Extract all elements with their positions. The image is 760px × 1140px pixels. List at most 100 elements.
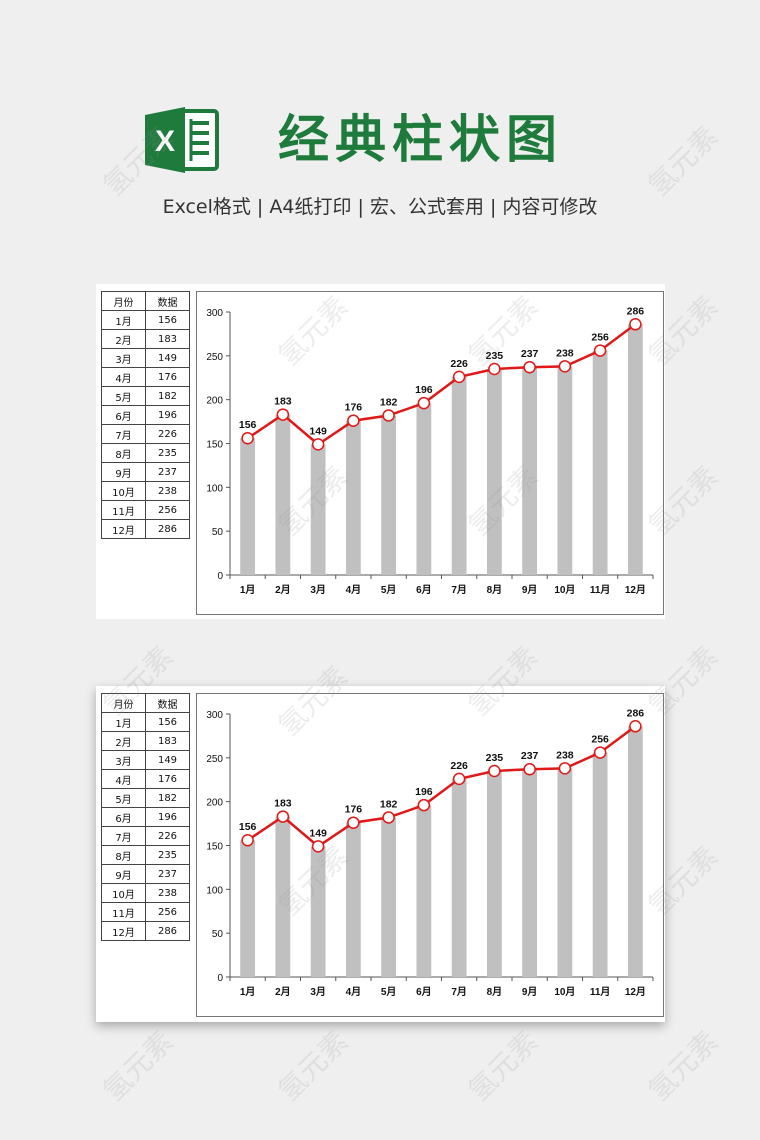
cell-value: 226: [145, 424, 190, 444]
bar: [592, 350, 608, 575]
data-label: 237: [521, 750, 539, 762]
x-tick-label: 7月: [451, 584, 467, 596]
y-tick-label: 150: [206, 842, 223, 853]
watermark: 氢元素: [641, 119, 725, 203]
table-header-row: 月份 数据: [101, 693, 190, 713]
cell-month: 8月: [101, 845, 146, 865]
x-tick-label: 12月: [625, 584, 646, 596]
line-point: [629, 318, 642, 331]
data-label: 183: [274, 798, 292, 810]
line-point: [276, 408, 290, 421]
line-point: [382, 409, 395, 422]
cell-month: 2月: [101, 731, 146, 751]
data-label: 183: [274, 396, 292, 408]
cell-value: 149: [145, 750, 190, 770]
line-point: [558, 762, 572, 775]
line-point: [452, 370, 466, 384]
cell-month: 5月: [101, 386, 146, 406]
data-label: 238: [556, 347, 574, 359]
y-tick-label: 200: [206, 396, 223, 407]
table-header-row: 月份 数据: [101, 291, 190, 311]
x-tick-label: 6月: [416, 584, 432, 596]
cell-month: 1月: [101, 712, 146, 732]
bar: [451, 376, 467, 575]
bar: [522, 367, 538, 575]
bar: [522, 769, 538, 977]
cell-month: 7月: [101, 826, 146, 846]
bar: [345, 822, 361, 977]
cell-month: 3月: [101, 750, 146, 770]
y-tick-label: 100: [206, 885, 223, 896]
cell-month: 10月: [101, 883, 146, 903]
table-row: 10月 238: [101, 481, 190, 501]
line-point: [311, 438, 325, 451]
cell-value: 238: [145, 481, 190, 501]
line-point: [241, 431, 254, 445]
bar: [416, 805, 432, 977]
bar: [627, 726, 643, 977]
data-label: 196: [415, 786, 433, 798]
cell-month: 4月: [101, 367, 146, 387]
bar: [557, 768, 573, 977]
line-point: [523, 360, 536, 374]
cell-month: 6月: [101, 405, 146, 425]
table-row: 8月 235: [101, 845, 190, 865]
bar: [275, 414, 291, 575]
cell-value: 226: [145, 826, 190, 846]
x-tick-label: 10月: [554, 584, 575, 596]
watermark: 氢元素: [271, 1024, 355, 1108]
table-row: 2月 183: [101, 329, 190, 349]
bar: [275, 816, 291, 977]
line-point: [347, 414, 360, 427]
data-label: 149: [309, 425, 327, 437]
x-tick-label: 5月: [381, 584, 397, 596]
data-label: 238: [556, 749, 574, 761]
table-row: 2月 183: [101, 731, 190, 751]
table-row: 5月 182: [101, 386, 190, 406]
watermark: 氢元素: [96, 1024, 180, 1108]
table-row: 11月 256: [101, 500, 190, 520]
data-label: 235: [486, 752, 504, 764]
chart-area: 0 50 100 150 200 250 300 1月 2月 3月 4月 5月 6月 7月 8月 9月 10月 1…: [196, 291, 664, 615]
x-tick-label: 8月: [487, 986, 503, 998]
data-label: 286: [627, 707, 645, 719]
y-tick-label: 250: [206, 352, 223, 363]
x-tick-label: 12月: [625, 986, 646, 998]
table-row: 8月 235: [101, 443, 190, 463]
data-label: 226: [450, 358, 468, 370]
bar: [486, 770, 502, 977]
bar: [240, 438, 256, 575]
y-tick-label: 50: [212, 929, 224, 940]
cell-month: 7月: [101, 424, 146, 444]
cell-value: 182: [145, 386, 190, 406]
cell-month: 1月: [101, 310, 146, 330]
bar: [381, 817, 397, 977]
cell-value: 196: [145, 405, 190, 425]
page-title: 经典柱状图: [278, 111, 564, 170]
x-tick-label: 10月: [554, 986, 575, 998]
cell-month: 12月: [101, 519, 146, 539]
cell-value: 176: [145, 769, 190, 789]
x-tick-label: 8月: [487, 584, 503, 596]
cell-value: 256: [145, 500, 190, 520]
cell-month: 4月: [101, 769, 146, 789]
cell-value: 183: [145, 731, 190, 751]
data-label: 256: [591, 332, 609, 344]
x-tick-label: 4月: [346, 584, 362, 596]
cell-value: 286: [145, 921, 190, 941]
table-row: 5月 182: [101, 788, 190, 808]
line-point: [382, 811, 395, 824]
excel-logo-icon: X: [145, 107, 219, 173]
table-row: 1月 156: [101, 712, 190, 732]
table-row: 3月 149: [101, 348, 190, 368]
data-label: 235: [486, 350, 504, 362]
cell-value: 156: [145, 310, 190, 330]
bar: [345, 420, 361, 575]
y-tick-label: 150: [206, 440, 223, 451]
line-series: [246, 323, 637, 446]
line-point: [593, 746, 607, 759]
x-tick-label: 1月: [240, 986, 256, 998]
bar: [310, 846, 326, 977]
data-label: 196: [415, 384, 433, 396]
line-point: [593, 344, 607, 357]
